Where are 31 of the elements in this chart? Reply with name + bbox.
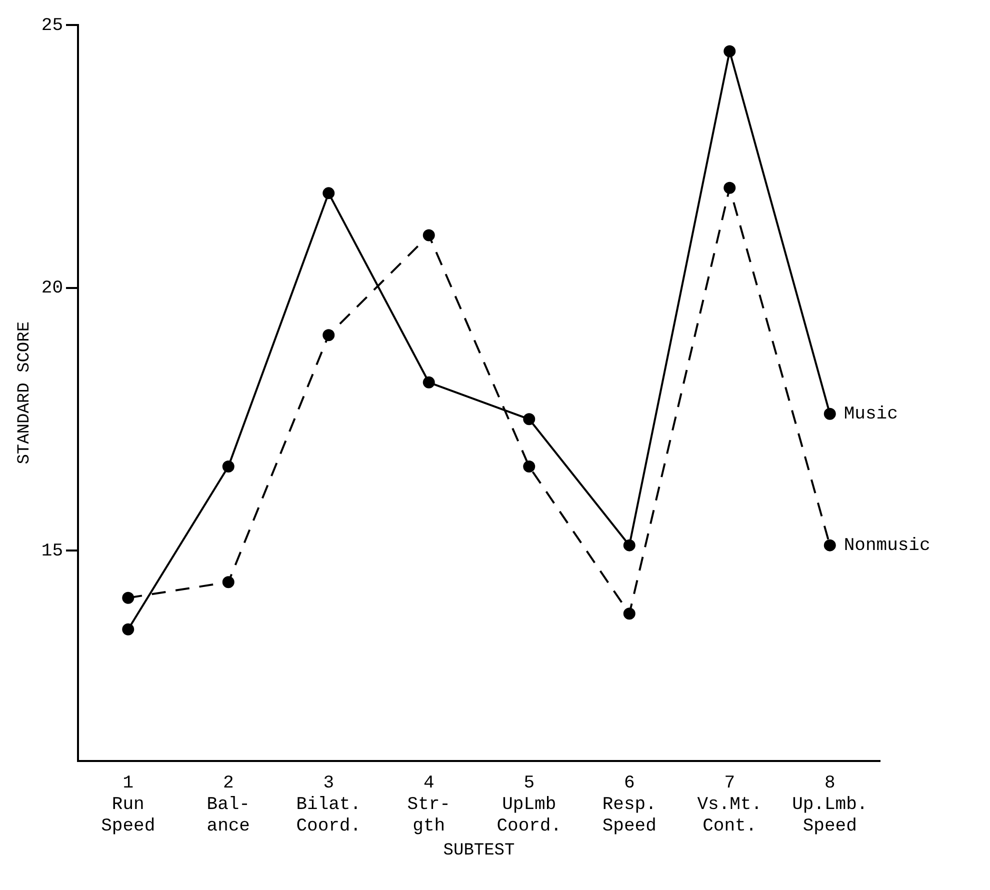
x-tick-label: 5 UpLmb Coord. bbox=[496, 773, 562, 837]
series-label: Music bbox=[844, 404, 898, 425]
point bbox=[222, 460, 234, 472]
x-tick-label: 1 Run Speed bbox=[101, 773, 156, 837]
point bbox=[523, 460, 536, 472]
point bbox=[422, 376, 435, 388]
point bbox=[623, 539, 636, 552]
x-tick-label: 7 Vs.Mt. Cont. bbox=[697, 773, 762, 837]
point bbox=[724, 45, 736, 58]
y-tick-label: 25 bbox=[41, 16, 64, 36]
point bbox=[523, 413, 536, 426]
y-tick-label: 15 bbox=[41, 541, 64, 562]
y-tick-label: 20 bbox=[41, 278, 64, 299]
series-label: Nonmusic bbox=[844, 536, 930, 556]
point bbox=[422, 229, 435, 242]
point bbox=[322, 187, 335, 200]
x-tick-label: 2 Bal- ance bbox=[206, 773, 250, 837]
x-tick-label: 3 Bilat. Coord. bbox=[296, 773, 362, 837]
x-tick-label: 4 Str- gth bbox=[407, 773, 450, 837]
point bbox=[122, 623, 134, 636]
x-tick-label: 6 Resp. Speed bbox=[602, 773, 656, 837]
point bbox=[824, 539, 836, 552]
point bbox=[824, 408, 836, 420]
y-axis-title: STANDARD SCORE bbox=[16, 321, 35, 464]
point bbox=[623, 608, 636, 620]
x-tick-label: 8 Up.Lmb. Speed bbox=[792, 773, 868, 837]
point bbox=[322, 329, 335, 342]
point bbox=[122, 592, 134, 604]
x-axis-title: SUBTEST bbox=[443, 841, 515, 860]
point bbox=[724, 182, 736, 194]
point bbox=[222, 576, 234, 588]
